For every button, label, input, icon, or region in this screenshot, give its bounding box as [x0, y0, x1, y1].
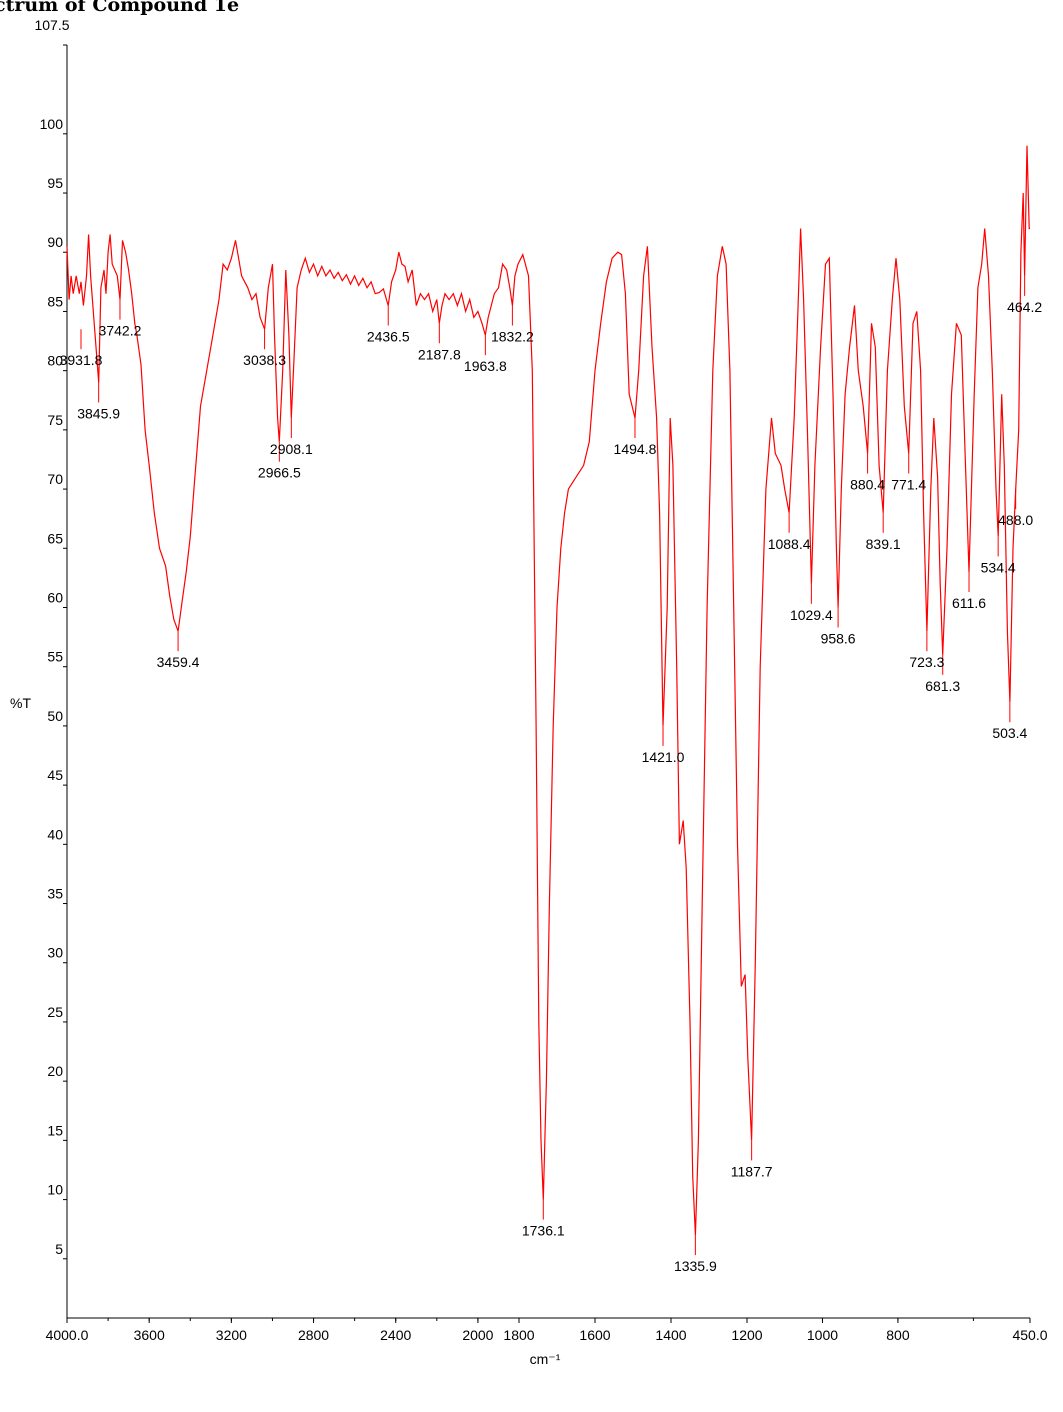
- peak-label: 1421.0: [642, 749, 685, 765]
- peak-label: 3038.3: [243, 352, 286, 368]
- y-tick-label: 20: [47, 1063, 63, 1079]
- peak-labels: 3931.8 3845.9 3742.2 3459.4 3038.3 2966.5 2908…: [60, 299, 1043, 1274]
- y-tick-label: 75: [47, 412, 63, 428]
- y-tick-label: 10: [47, 1182, 63, 1198]
- x-tick-label: 3200: [216, 1327, 247, 1343]
- x-tick-label: 3600: [134, 1327, 165, 1343]
- y-tick-label: 90: [47, 234, 63, 250]
- y-tick-label: 25: [47, 1004, 63, 1020]
- series-line: [66, 145, 1030, 1236]
- x-ticks: 4000.0 3600 3200 2800 2400 2000 1800 1600 1400 12…: [46, 1318, 1048, 1343]
- y-tick-label: 80: [47, 353, 63, 369]
- peak-label: 611.6: [952, 595, 986, 611]
- peak-label: 771.4: [891, 477, 926, 493]
- peak-label: 2436.5: [367, 329, 410, 345]
- peak-label: 3459.4: [157, 654, 200, 670]
- x-tick-label: 1600: [579, 1327, 610, 1343]
- peak-label: 1335.9: [674, 1258, 717, 1274]
- y-axis-title: %T: [10, 695, 31, 711]
- peak-label: 2966.5: [258, 465, 301, 481]
- y-tick-label: 35: [47, 886, 63, 902]
- x-tick-label: 1800: [503, 1327, 534, 1343]
- x-tick-label: 2400: [380, 1327, 411, 1343]
- y-tick-label: 60: [47, 589, 63, 605]
- y-tick-label: 50: [47, 708, 63, 724]
- peak-label: 488.0: [998, 512, 1033, 528]
- peak-label: 534.4: [981, 559, 1016, 575]
- y-tick-label: 30: [47, 945, 63, 961]
- y-tick-label: 85: [47, 293, 63, 309]
- x-tick-label: 2000: [462, 1327, 493, 1343]
- x-tick-label: 800: [886, 1327, 910, 1343]
- peak-label: 1736.1: [522, 1223, 565, 1239]
- peak-label: 1832.2: [491, 329, 534, 345]
- peak-label: 1029.4: [790, 607, 833, 623]
- y-tick-label: 65: [47, 530, 63, 546]
- y-tick-label: 45: [47, 767, 63, 783]
- x-axis-title: cm⁻¹: [530, 1351, 561, 1367]
- y-tick-label: 100: [40, 116, 64, 132]
- y-tick-label: 107.5: [34, 17, 69, 33]
- axes: [66, 45, 1030, 1319]
- peak-label: 958.6: [821, 630, 856, 646]
- peak-label: 2187.8: [418, 346, 461, 362]
- y-ticks: 107.5 100 95 90 85 80 75 70 65 60 55 50 45 40 35 30 25 20…: [34, 17, 70, 1260]
- peak-label: 2908.1: [270, 441, 313, 457]
- peak-label: 3845.9: [77, 405, 120, 421]
- y-tick-label: 15: [47, 1122, 63, 1138]
- x-tick-label: 450.0: [1012, 1327, 1047, 1343]
- y-tick-label: 55: [47, 649, 63, 665]
- y-tick-label: 70: [47, 471, 63, 487]
- y-tick-label: 95: [47, 175, 63, 191]
- x-tick-label: 1200: [731, 1327, 762, 1343]
- peak-label: 1187.7: [731, 1163, 773, 1179]
- x-tick-label: 4000.0: [46, 1327, 89, 1343]
- peak-label: 3931.8: [60, 352, 103, 368]
- peak-label: 3742.2: [99, 323, 142, 339]
- peak-label: 1494.8: [614, 441, 657, 457]
- peak-label: 464.2: [1007, 299, 1042, 315]
- peak-label: 1963.8: [464, 358, 507, 374]
- x-tick-label: 1400: [655, 1327, 686, 1343]
- peak-label: 503.4: [992, 725, 1027, 741]
- page-title: ctrum of Compound 1e: [0, 0, 240, 16]
- peak-label: 839.1: [866, 536, 901, 552]
- y-tick-label: 40: [47, 826, 63, 842]
- y-tick-label: 5: [55, 1241, 63, 1257]
- peak-label: 681.3: [925, 678, 960, 694]
- x-tick-label: 2800: [298, 1327, 329, 1343]
- peak-label: 1088.4: [768, 536, 811, 552]
- peak-label: 723.3: [909, 654, 944, 670]
- x-tick-label: 1000: [807, 1327, 838, 1343]
- peak-label: 880.4: [850, 477, 885, 493]
